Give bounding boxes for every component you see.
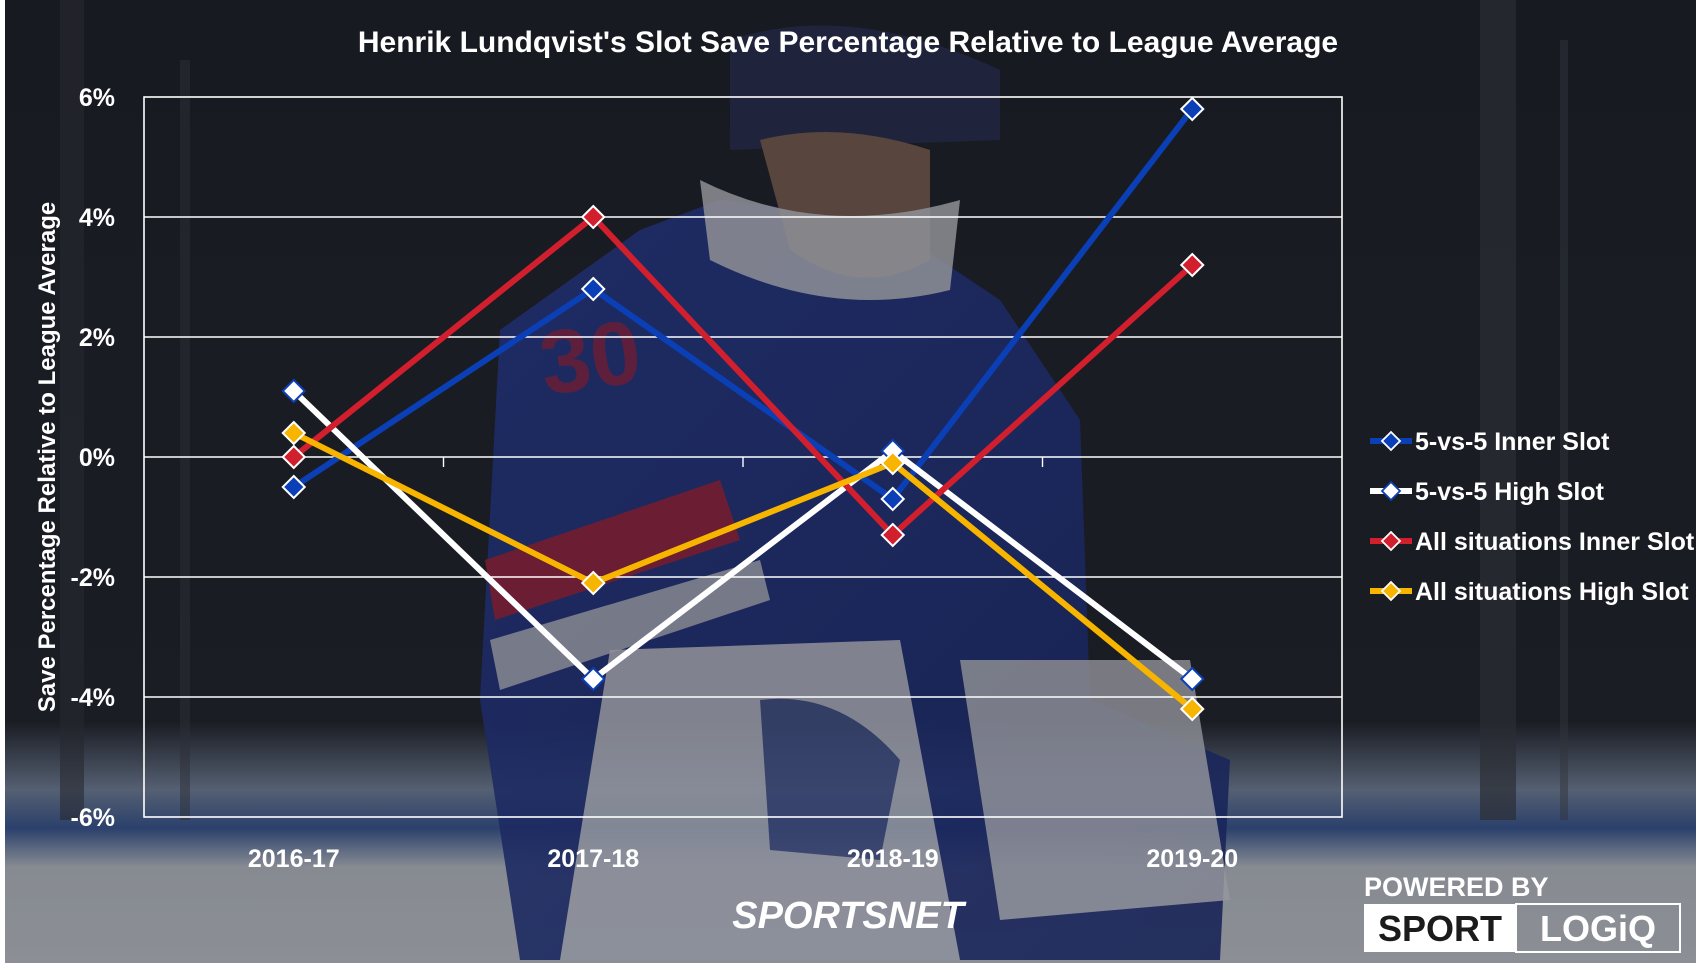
sportlogiq-logo: POWERED BY SPORT LOGiQ [1364,872,1681,953]
y-tick-label: -4% [71,684,115,712]
legend-label: All situations Inner Slot [1415,528,1695,556]
background-photo: 30 [5,0,1696,963]
legend: 5-vs-5 Inner Slot 5-vs-5 High Slot All sit… [1370,428,1695,606]
y-tick-label: 4% [79,204,115,232]
jersey-number: 30 [534,302,647,415]
data-point [880,450,906,476]
legend-swatch-marker [1380,480,1402,502]
y-tick-labels: 6% 4% 2% 0% -2% -4% -6% [71,84,115,832]
y-tick-label: 6% [79,84,115,112]
sportsnet-wordmark: SPORTSNET [732,895,966,937]
series-line-2 [291,388,1195,682]
data-point [580,204,606,230]
legend-item: All situations Inner Slot [1370,528,1695,556]
data-point [1179,696,1205,722]
goalie-silhouette: 30 [480,25,1230,960]
legend-label: 5-vs-5 High Slot [1415,478,1605,506]
logiq-text: LOGiQ [1540,908,1656,949]
series-lines [291,107,1195,712]
y-tick-label: 0% [79,444,115,472]
legend-item: All situations High Slot [1370,578,1689,606]
sportsnet-logo: SPORTSNET [732,895,966,937]
logiq-box [1515,903,1681,953]
data-point [580,666,606,692]
data-point [1179,252,1205,278]
legend-label: All situations High Slot [1415,578,1689,606]
data-point [281,474,307,500]
legend-swatch-marker [1380,430,1402,452]
data-point [1179,666,1205,692]
data-point [880,486,906,512]
series-line-4 [292,430,1195,712]
data-point [281,444,307,470]
x-tick-label: 2016-17 [248,845,340,873]
sport-text: SPORT [1378,908,1502,949]
x-tick-labels: 2016-17 2017-18 2018-19 2019-20 [248,845,1238,873]
series-line-3 [291,214,1195,538]
data-point [281,378,307,404]
data-point [880,522,906,548]
data-point [281,420,307,446]
data-point [1179,96,1205,122]
y-tick-label: 2% [79,324,115,352]
y-axis-label: Save Percentage Relative to League Avera… [34,202,61,712]
data-point [580,276,606,302]
x-tick-label: 2017-18 [547,845,639,873]
sport-box [1364,904,1516,952]
legend-swatch-marker [1380,530,1402,552]
data-point [580,570,606,596]
powered-by-text: POWERED BY [1364,872,1549,902]
y-tick-label: -2% [71,564,115,592]
legend-item: 5-vs-5 Inner Slot [1370,428,1610,456]
legend-item: 5-vs-5 High Slot [1370,478,1605,506]
series-line-1 [292,107,1195,502]
x-tick-label: 2018-19 [847,845,939,873]
legend-swatch-marker [1380,580,1402,602]
series-markers [281,96,1205,722]
legend-label: 5-vs-5 Inner Slot [1415,428,1610,456]
y-tick-label: -6% [71,804,115,832]
x-tick-label: 2019-20 [1146,845,1238,873]
chart-title: Henrik Lundqvist's Slot Save Percentage … [358,26,1338,59]
